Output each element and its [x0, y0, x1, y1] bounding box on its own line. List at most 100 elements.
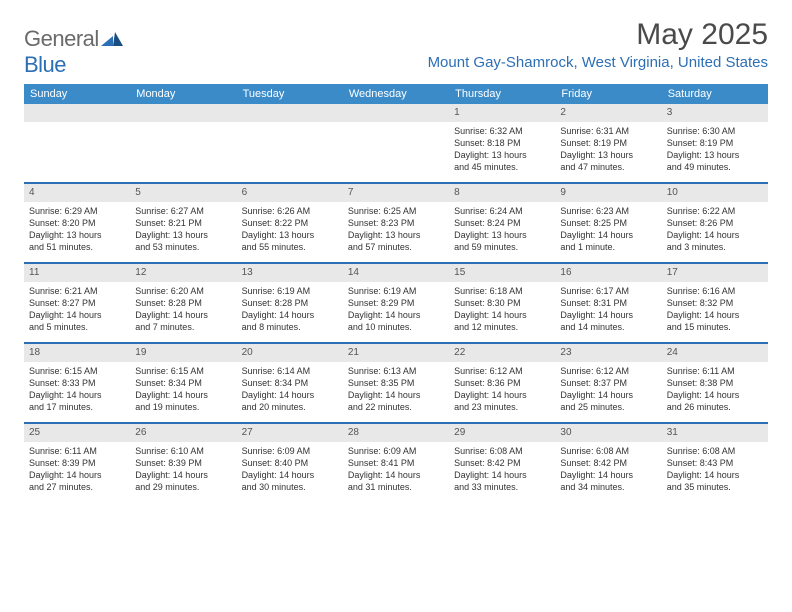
cell-line: and 47 minutes.: [560, 161, 656, 173]
day-number: 30: [555, 424, 661, 442]
cell-line: Sunset: 8:26 PM: [667, 217, 763, 229]
cell-line: Sunrise: 6:32 AM: [454, 125, 550, 137]
cell-line: Daylight: 14 hours: [454, 389, 550, 401]
cell-line: Daylight: 14 hours: [667, 469, 763, 481]
day-number: [343, 104, 449, 122]
calendar-cell: 21Sunrise: 6:13 AMSunset: 8:35 PMDayligh…: [343, 344, 449, 422]
cell-content: Sunrise: 6:15 AMSunset: 8:34 PMDaylight:…: [130, 362, 236, 418]
cell-line: Daylight: 14 hours: [348, 469, 444, 481]
cell-line: Sunset: 8:27 PM: [29, 297, 125, 309]
cell-line: and 59 minutes.: [454, 241, 550, 253]
cell-line: and 14 minutes.: [560, 321, 656, 333]
cell-line: Sunrise: 6:09 AM: [348, 445, 444, 457]
cell-line: Sunset: 8:39 PM: [29, 457, 125, 469]
cell-content: Sunrise: 6:20 AMSunset: 8:28 PMDaylight:…: [130, 282, 236, 338]
cell-line: Sunrise: 6:17 AM: [560, 285, 656, 297]
cell-line: and 1 minute.: [560, 241, 656, 253]
cell-line: Daylight: 14 hours: [29, 469, 125, 481]
cell-content: Sunrise: 6:32 AMSunset: 8:18 PMDaylight:…: [449, 122, 555, 178]
calendar-cell: [24, 104, 130, 182]
calendar-cell: 6Sunrise: 6:26 AMSunset: 8:22 PMDaylight…: [237, 184, 343, 262]
cell-content: Sunrise: 6:19 AMSunset: 8:29 PMDaylight:…: [343, 282, 449, 338]
cell-content: Sunrise: 6:24 AMSunset: 8:24 PMDaylight:…: [449, 202, 555, 258]
calendar-week: 1Sunrise: 6:32 AMSunset: 8:18 PMDaylight…: [24, 104, 768, 184]
calendar-cell: 11Sunrise: 6:21 AMSunset: 8:27 PMDayligh…: [24, 264, 130, 342]
cell-line: and 3 minutes.: [667, 241, 763, 253]
calendar-cell: 15Sunrise: 6:18 AMSunset: 8:30 PMDayligh…: [449, 264, 555, 342]
calendar-cell: 13Sunrise: 6:19 AMSunset: 8:28 PMDayligh…: [237, 264, 343, 342]
cell-line: Sunrise: 6:30 AM: [667, 125, 763, 137]
cell-line: Sunset: 8:36 PM: [454, 377, 550, 389]
day-number: 22: [449, 344, 555, 362]
brand-text-1: General: [24, 26, 99, 51]
cell-line: Daylight: 14 hours: [667, 309, 763, 321]
cell-line: and 22 minutes.: [348, 401, 444, 413]
cell-line: Sunset: 8:43 PM: [667, 457, 763, 469]
cell-content: Sunrise: 6:11 AMSunset: 8:38 PMDaylight:…: [662, 362, 768, 418]
calendar-weeks: 1Sunrise: 6:32 AMSunset: 8:18 PMDaylight…: [24, 104, 768, 502]
title-block: May 2025 Mount Gay-Shamrock, West Virgin…: [428, 18, 768, 71]
calendar-cell: 18Sunrise: 6:15 AMSunset: 8:33 PMDayligh…: [24, 344, 130, 422]
cell-line: Sunset: 8:41 PM: [348, 457, 444, 469]
cell-line: Sunrise: 6:27 AM: [135, 205, 231, 217]
cell-line: Daylight: 14 hours: [242, 469, 338, 481]
day-number: 28: [343, 424, 449, 442]
calendar-cell: [237, 104, 343, 182]
cell-line: Daylight: 13 hours: [667, 149, 763, 161]
calendar-cell: 4Sunrise: 6:29 AMSunset: 8:20 PMDaylight…: [24, 184, 130, 262]
page-title: May 2025: [428, 18, 768, 52]
cell-content: Sunrise: 6:08 AMSunset: 8:42 PMDaylight:…: [449, 442, 555, 498]
cell-line: Sunset: 8:31 PM: [560, 297, 656, 309]
cell-line: Sunrise: 6:22 AM: [667, 205, 763, 217]
day-number: 12: [130, 264, 236, 282]
day-number: 6: [237, 184, 343, 202]
cell-line: Sunset: 8:42 PM: [454, 457, 550, 469]
day-header-cell: Tuesday: [237, 84, 343, 104]
cell-line: and 57 minutes.: [348, 241, 444, 253]
cell-line: Daylight: 13 hours: [29, 229, 125, 241]
brand-mark-icon: [101, 26, 123, 52]
cell-line: Sunrise: 6:09 AM: [242, 445, 338, 457]
brand-text: GeneralBlue: [24, 26, 123, 78]
day-number: 26: [130, 424, 236, 442]
cell-line: Daylight: 14 hours: [29, 389, 125, 401]
cell-line: and 5 minutes.: [29, 321, 125, 333]
cell-line: Daylight: 14 hours: [560, 389, 656, 401]
cell-content: Sunrise: 6:13 AMSunset: 8:35 PMDaylight:…: [343, 362, 449, 418]
cell-line: Daylight: 14 hours: [135, 309, 231, 321]
cell-line: and 35 minutes.: [667, 481, 763, 493]
day-number: 21: [343, 344, 449, 362]
cell-line: Sunrise: 6:29 AM: [29, 205, 125, 217]
calendar-cell: 2Sunrise: 6:31 AMSunset: 8:19 PMDaylight…: [555, 104, 661, 182]
day-number: 11: [24, 264, 130, 282]
day-number: 19: [130, 344, 236, 362]
cell-line: and 8 minutes.: [242, 321, 338, 333]
cell-content: Sunrise: 6:12 AMSunset: 8:37 PMDaylight:…: [555, 362, 661, 418]
day-number: 8: [449, 184, 555, 202]
cell-line: Sunrise: 6:26 AM: [242, 205, 338, 217]
cell-content: Sunrise: 6:31 AMSunset: 8:19 PMDaylight:…: [555, 122, 661, 178]
calendar-week: 4Sunrise: 6:29 AMSunset: 8:20 PMDaylight…: [24, 184, 768, 264]
cell-line: Sunrise: 6:11 AM: [667, 365, 763, 377]
brand-logo: GeneralBlue: [24, 18, 123, 78]
day-number: 13: [237, 264, 343, 282]
calendar-cell: 12Sunrise: 6:20 AMSunset: 8:28 PMDayligh…: [130, 264, 236, 342]
calendar-cell: 23Sunrise: 6:12 AMSunset: 8:37 PMDayligh…: [555, 344, 661, 422]
cell-line: and 23 minutes.: [454, 401, 550, 413]
calendar-cell: 25Sunrise: 6:11 AMSunset: 8:39 PMDayligh…: [24, 424, 130, 502]
cell-line: Sunrise: 6:21 AM: [29, 285, 125, 297]
cell-line: Sunset: 8:19 PM: [667, 137, 763, 149]
day-number: 5: [130, 184, 236, 202]
cell-line: Daylight: 13 hours: [454, 229, 550, 241]
cell-line: Sunrise: 6:13 AM: [348, 365, 444, 377]
cell-line: Daylight: 13 hours: [560, 149, 656, 161]
cell-line: Sunrise: 6:12 AM: [454, 365, 550, 377]
cell-line: Daylight: 14 hours: [454, 309, 550, 321]
cell-line: and 45 minutes.: [454, 161, 550, 173]
cell-line: Sunrise: 6:31 AM: [560, 125, 656, 137]
cell-line: Sunrise: 6:16 AM: [667, 285, 763, 297]
cell-line: Sunset: 8:22 PM: [242, 217, 338, 229]
day-number: 24: [662, 344, 768, 362]
calendar-cell: 9Sunrise: 6:23 AMSunset: 8:25 PMDaylight…: [555, 184, 661, 262]
day-number: 15: [449, 264, 555, 282]
